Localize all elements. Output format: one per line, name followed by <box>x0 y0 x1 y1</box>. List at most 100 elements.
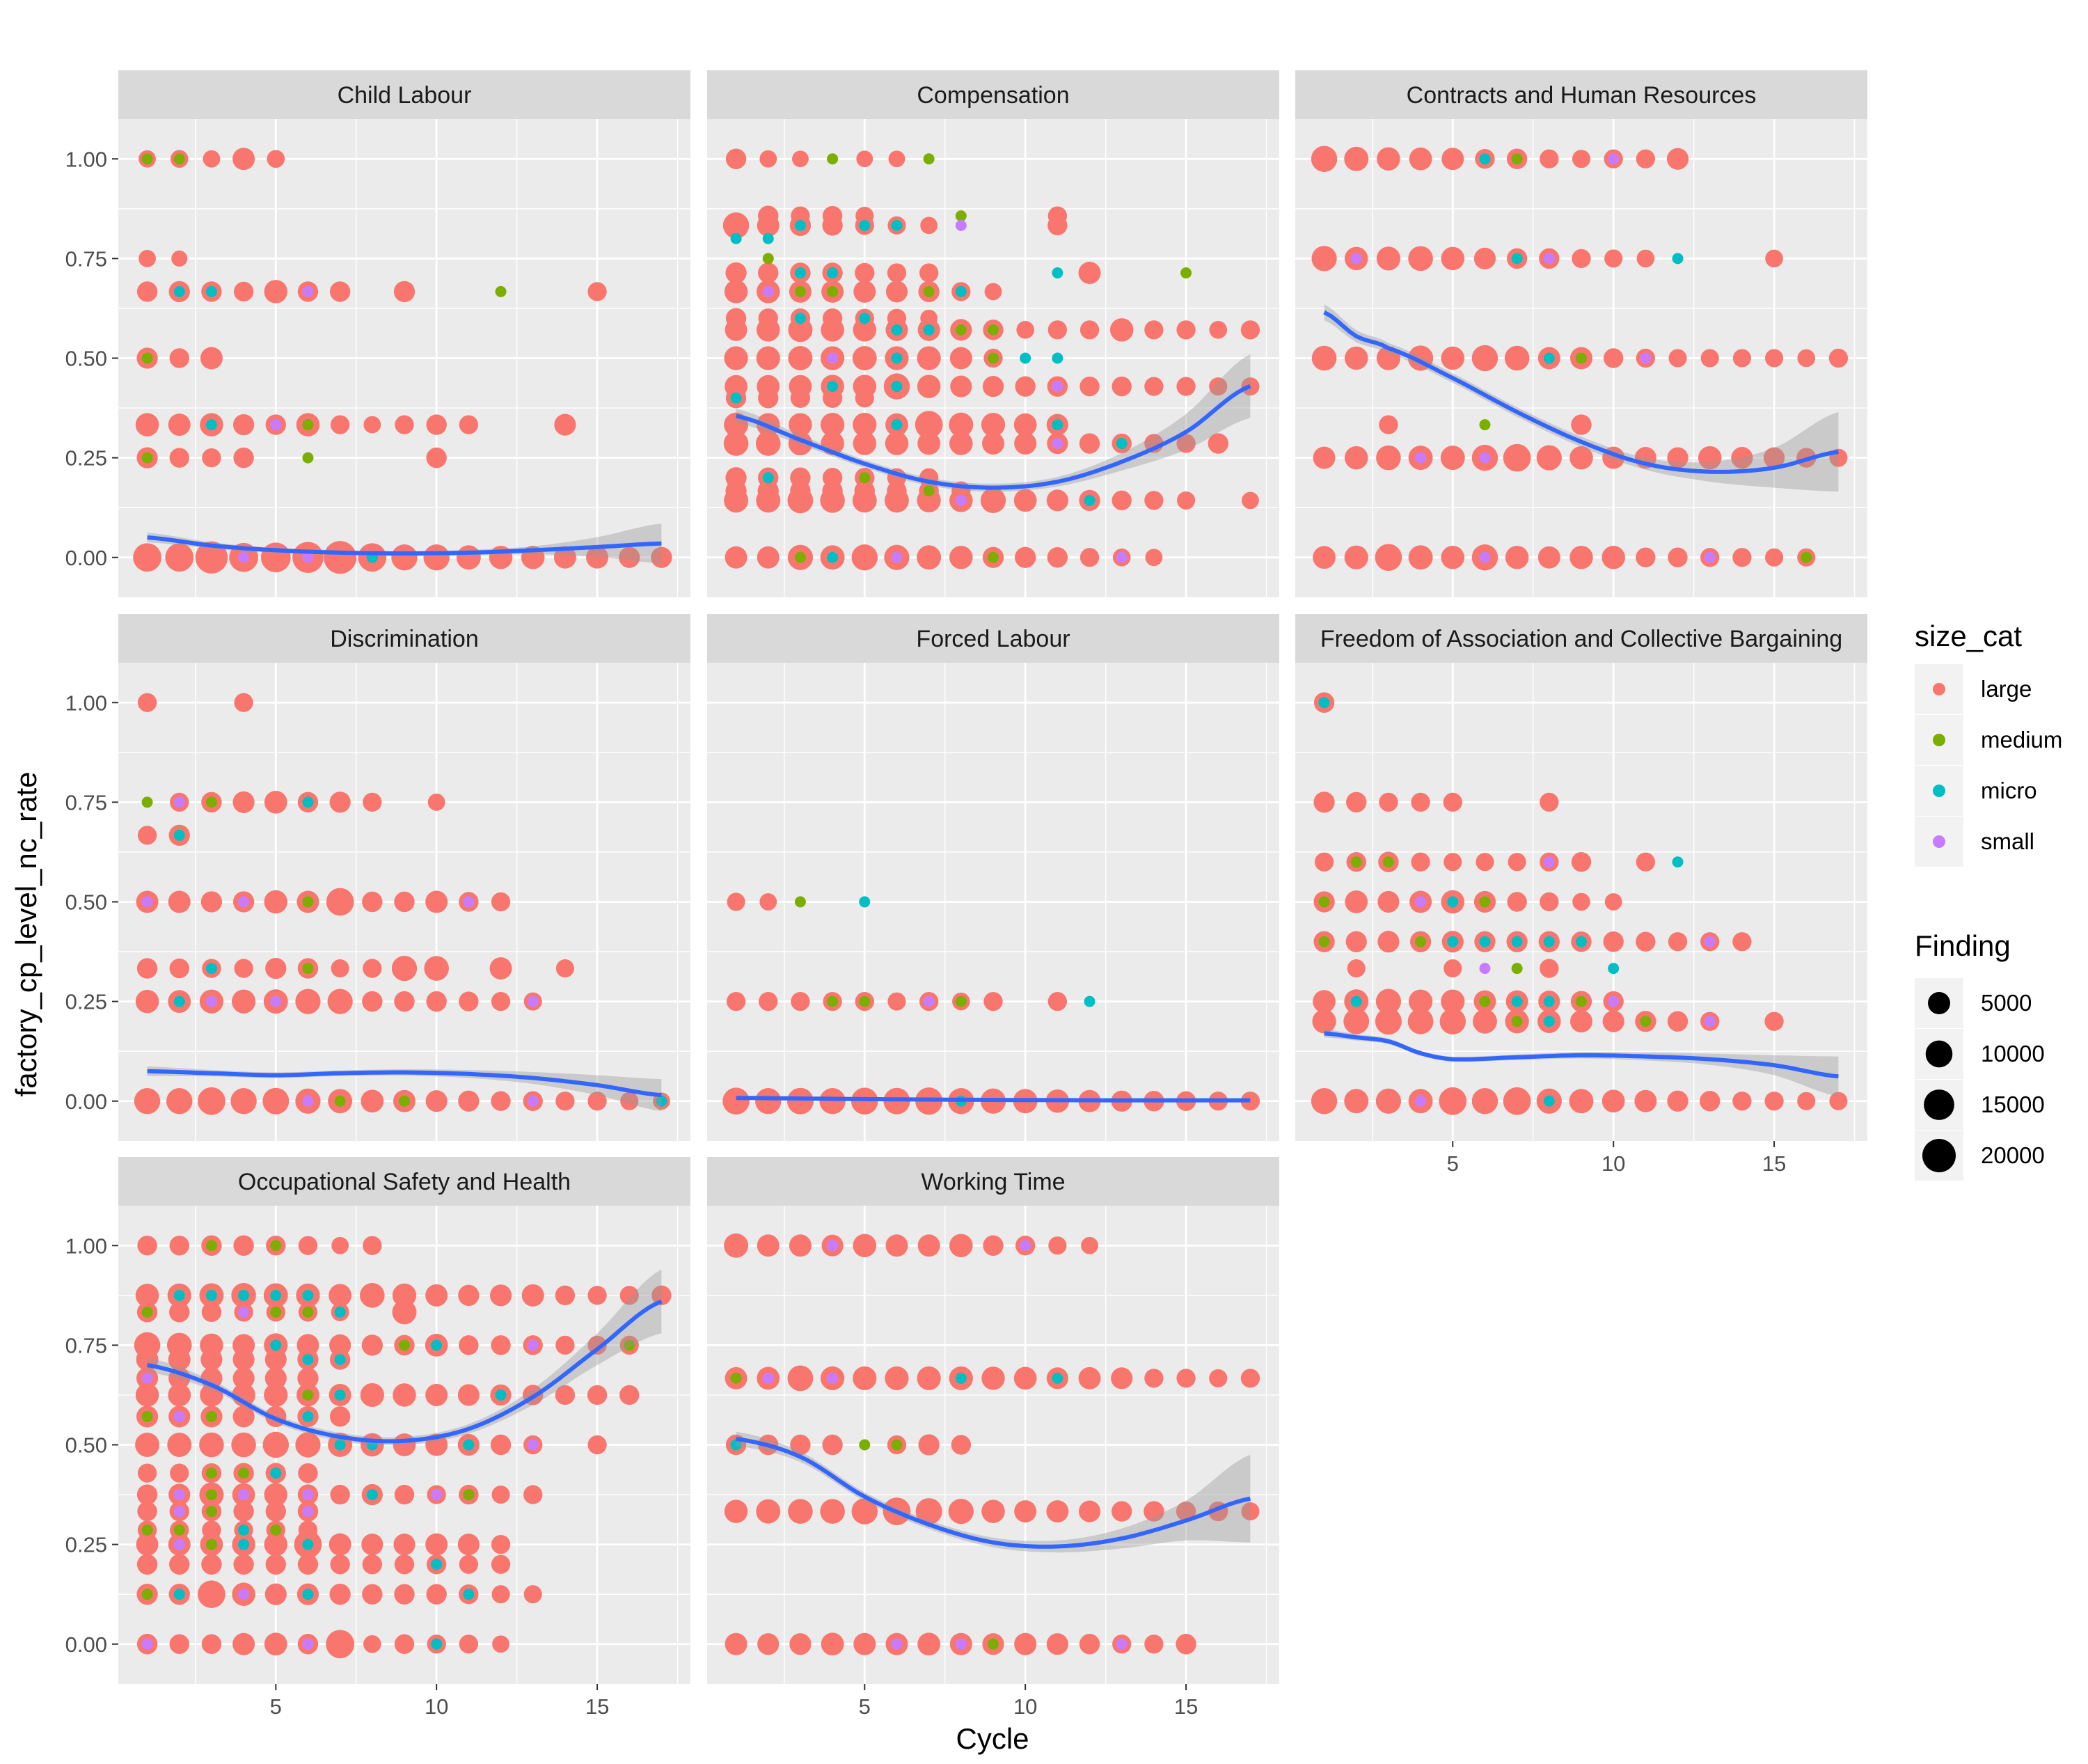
point-large <box>852 346 877 370</box>
point-micro <box>1447 936 1459 947</box>
point-large <box>170 1463 189 1483</box>
point-large <box>169 1236 189 1256</box>
point-medium <box>141 1525 153 1536</box>
panel-marks <box>722 148 1260 571</box>
point-large <box>586 546 609 569</box>
point-large <box>884 488 909 513</box>
point-large <box>233 1501 254 1522</box>
x-tick-label: 10 <box>425 1694 448 1719</box>
point-medium <box>988 1638 999 1650</box>
point-large <box>1344 1089 1369 1114</box>
point-micro <box>1576 936 1587 947</box>
point-large <box>391 544 418 571</box>
point-small <box>431 1489 443 1501</box>
point-large <box>394 891 415 913</box>
point-large <box>619 1286 639 1305</box>
y-tick-label: 0.00 <box>65 1089 107 1114</box>
x-tick-label: 15 <box>585 1694 609 1719</box>
legend-size-15000: 15000 <box>1915 1080 2045 1130</box>
point-medium <box>1576 352 1587 364</box>
point-large <box>758 388 779 409</box>
point-large <box>981 1367 1005 1390</box>
point-large <box>1569 1089 1594 1114</box>
point-large <box>1144 377 1164 396</box>
point-micro <box>173 829 185 841</box>
point-large <box>1209 321 1228 339</box>
point-large <box>1014 1500 1037 1523</box>
point-large <box>1176 434 1196 453</box>
point-micro <box>891 352 903 364</box>
point-micro <box>859 896 871 908</box>
point-large <box>1764 1092 1784 1111</box>
point-micro <box>1020 352 1031 364</box>
point-large <box>392 1300 417 1325</box>
smooth-line <box>736 1436 1251 1549</box>
panel-marks <box>724 1233 1260 1656</box>
panel-marks <box>134 1235 672 1659</box>
point-large <box>168 1383 191 1407</box>
y-tick-label: 1.00 <box>65 1234 107 1258</box>
point-large <box>203 150 221 168</box>
legend-item-medium: medium <box>1915 715 2062 765</box>
point-micro <box>302 796 314 808</box>
point-large <box>788 1499 813 1524</box>
point-large <box>788 317 813 342</box>
point-large <box>1240 1092 1260 1111</box>
point-large <box>1440 446 1465 471</box>
panel-occupational-safety-and-health: Occupational Safety and Health 0.00 0.25 0.… <box>65 1157 690 1719</box>
point-large <box>297 1554 319 1575</box>
point-large <box>786 1087 814 1115</box>
point-medium <box>141 796 153 808</box>
point-medium <box>141 1410 153 1422</box>
point-micro <box>238 1525 250 1536</box>
point-large <box>1345 931 1367 952</box>
point-large <box>393 281 416 303</box>
point-large <box>426 1584 447 1605</box>
point-small <box>302 1489 314 1501</box>
point-medium <box>891 1439 903 1451</box>
point-large <box>1311 145 1338 172</box>
point-medium <box>762 253 774 265</box>
point-medium <box>1415 936 1427 947</box>
point-small <box>827 1372 839 1384</box>
point-large <box>949 347 972 370</box>
point-micro <box>205 285 217 297</box>
point-small <box>173 796 185 808</box>
point-large <box>1379 415 1398 434</box>
point-small <box>955 494 967 506</box>
point-large <box>262 1431 290 1458</box>
point-large <box>755 431 781 456</box>
point-large <box>981 1499 1005 1523</box>
point-large <box>1016 321 1034 339</box>
point-large <box>1241 1502 1260 1521</box>
point-medium <box>302 1389 314 1401</box>
panel-strip <box>1295 70 1867 119</box>
point-large <box>950 375 972 397</box>
point-large <box>491 991 511 1011</box>
point-large <box>722 212 750 239</box>
point-small <box>302 1638 314 1650</box>
point-large <box>232 1405 255 1428</box>
point-large <box>819 1088 846 1115</box>
point-large <box>361 1534 383 1556</box>
point-large <box>723 431 749 456</box>
point-large <box>135 989 159 1014</box>
point-medium <box>302 1306 314 1318</box>
point-large <box>1763 447 1785 468</box>
point-large <box>1540 892 1559 912</box>
point-small <box>1116 1638 1128 1650</box>
point-large <box>201 1302 222 1323</box>
panel-strip <box>707 614 1279 663</box>
point-medium <box>1511 153 1523 165</box>
point-large <box>725 1632 748 1655</box>
point-medium <box>463 1489 475 1501</box>
point-micro <box>730 1439 742 1451</box>
point-large <box>1441 989 1465 1014</box>
point-large <box>1473 247 1496 269</box>
point-medium <box>955 324 967 336</box>
point-large <box>1732 1092 1752 1111</box>
point-large <box>393 1383 416 1407</box>
point-micro <box>334 1389 346 1401</box>
point-large <box>232 1367 255 1389</box>
point-micro <box>730 392 742 404</box>
